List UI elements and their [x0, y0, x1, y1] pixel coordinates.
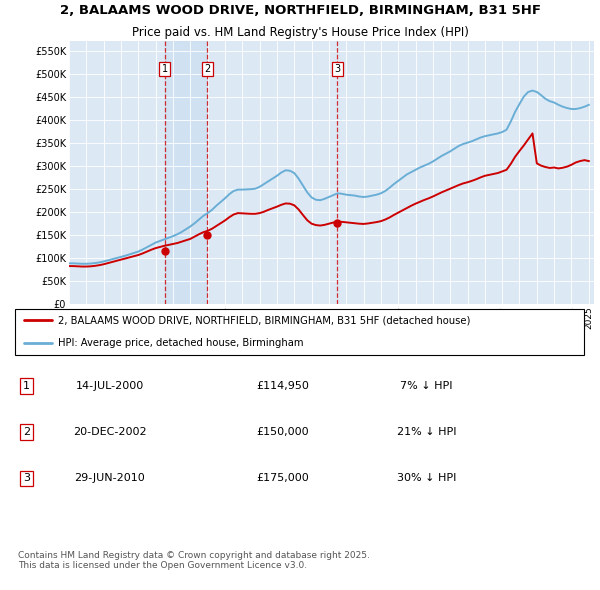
Text: 14-JUL-2000: 14-JUL-2000 [76, 381, 144, 391]
Text: £150,000: £150,000 [256, 427, 309, 437]
Text: 3: 3 [334, 64, 340, 74]
Text: 2, BALAAMS WOOD DRIVE, NORTHFIELD, BIRMINGHAM, B31 5HF (detached house): 2, BALAAMS WOOD DRIVE, NORTHFIELD, BIRMI… [58, 315, 470, 325]
Text: £175,000: £175,000 [256, 473, 309, 483]
Text: 2: 2 [204, 64, 210, 74]
Text: HPI: Average price, detached house, Birmingham: HPI: Average price, detached house, Birm… [58, 339, 304, 349]
Text: 2, BALAAMS WOOD DRIVE, NORTHFIELD, BIRMINGHAM, B31 5HF: 2, BALAAMS WOOD DRIVE, NORTHFIELD, BIRMI… [59, 4, 541, 17]
Text: 29-JUN-2010: 29-JUN-2010 [74, 473, 145, 483]
Text: £114,950: £114,950 [256, 381, 309, 391]
Bar [165, 41, 207, 304]
Text: 21% ↓ HPI: 21% ↓ HPI [397, 427, 457, 437]
Text: 1: 1 [162, 64, 168, 74]
Text: 7% ↓ HPI: 7% ↓ HPI [400, 381, 453, 391]
Text: Price paid vs. HM Land Registry's House Price Index (HPI): Price paid vs. HM Land Registry's House … [131, 26, 469, 39]
Text: 30% ↓ HPI: 30% ↓ HPI [397, 473, 457, 483]
FancyBboxPatch shape [15, 309, 584, 355]
Text: Contains HM Land Registry data © Crown copyright and database right 2025.
This d: Contains HM Land Registry data © Crown c… [18, 550, 370, 570]
Text: 2: 2 [23, 427, 30, 437]
Text: 20-DEC-2002: 20-DEC-2002 [73, 427, 147, 437]
Text: 1: 1 [23, 381, 30, 391]
Text: 3: 3 [23, 473, 30, 483]
